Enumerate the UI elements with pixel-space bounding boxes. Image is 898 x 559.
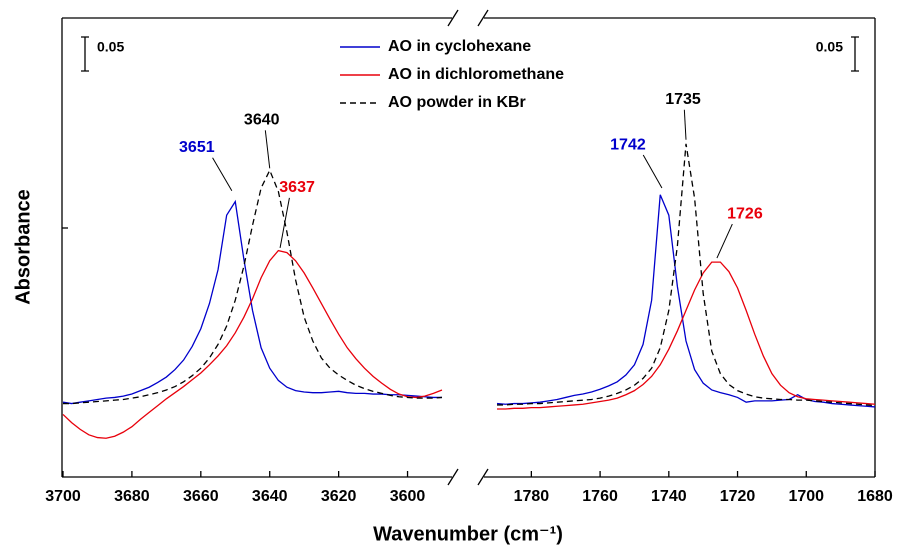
spectrum-line xyxy=(62,249,443,439)
legend-label: AO powder in KBr xyxy=(388,94,526,111)
x-tick-label: 1740 xyxy=(651,488,687,505)
legend-label: AO in dichloromethane xyxy=(388,66,564,83)
legend-label: AO in cyclohexane xyxy=(388,38,531,55)
axis-break xyxy=(477,468,489,486)
x-tick-label: 1680 xyxy=(857,488,893,505)
x-tick-label: 3620 xyxy=(321,488,357,505)
peak-label: 3640 xyxy=(244,112,280,129)
x-tick-label: 1780 xyxy=(514,488,550,505)
scale-bar xyxy=(851,36,859,72)
frame xyxy=(61,9,876,486)
peak-label: 1742 xyxy=(610,136,646,153)
spectrum-line xyxy=(497,143,876,407)
x-tick-label: 1700 xyxy=(788,488,824,505)
x-tick-label: 3680 xyxy=(114,488,150,505)
peak-leader xyxy=(716,223,733,259)
x-tick-label: 3660 xyxy=(183,488,219,505)
scale-bar xyxy=(81,36,89,72)
spectrum-line xyxy=(63,168,443,405)
spectrum-line xyxy=(496,194,876,408)
peak-leader xyxy=(642,154,663,189)
x-tick-label: 3700 xyxy=(45,488,81,505)
peak-label: 3651 xyxy=(179,139,215,156)
x-tick-label: 3600 xyxy=(390,488,426,505)
peak-label: 3637 xyxy=(279,179,315,196)
axis-break xyxy=(477,9,489,27)
x-tick-label: 1760 xyxy=(582,488,618,505)
y-axis-title: Absorbance xyxy=(12,189,34,305)
peak-label: 1735 xyxy=(665,91,701,108)
peak-leader xyxy=(279,197,290,248)
peak-leader xyxy=(212,157,233,192)
axis-break xyxy=(447,468,459,486)
peak-leader xyxy=(264,130,271,169)
peak-leader xyxy=(683,109,687,140)
peak-label: 1726 xyxy=(727,205,763,222)
spectrum-line xyxy=(62,199,442,405)
x-axis-title: Wavenumber (cm⁻¹) xyxy=(373,523,563,545)
spectrum-line xyxy=(497,261,876,410)
x-tick-label: 1720 xyxy=(720,488,756,505)
x-tick-label: 3640 xyxy=(252,488,288,505)
scale-bar-label: 0.05 xyxy=(97,39,124,55)
scale-bar-label: 0.05 xyxy=(816,39,843,55)
axis-break xyxy=(447,9,459,27)
